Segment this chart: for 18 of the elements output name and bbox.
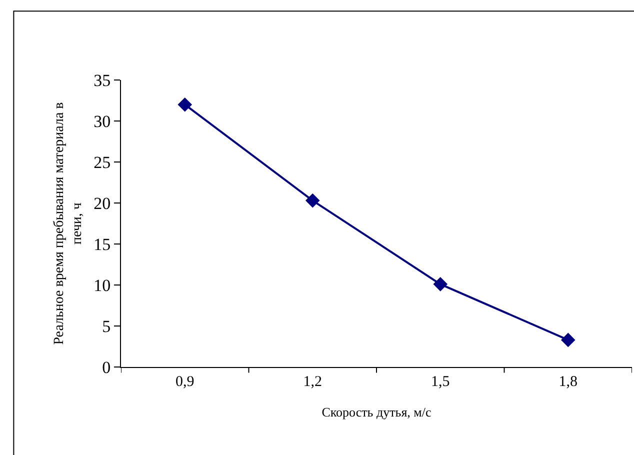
x-axis-title: Скорость дутья, м/с bbox=[322, 404, 432, 420]
point bbox=[560, 332, 576, 348]
y-tick-label: 10 bbox=[94, 276, 111, 295]
x-tick-label: 0,9 bbox=[176, 374, 194, 390]
y-tick-label: 20 bbox=[94, 194, 111, 213]
point bbox=[433, 277, 448, 292]
y-tick-label: 25 bbox=[94, 152, 111, 172]
y-axis-title: Реальное время пребывания материала в печи, ч bbox=[52, 102, 86, 345]
point bbox=[305, 193, 320, 208]
y-tick-label: 0 bbox=[102, 358, 111, 377]
x-tick-label: 1,2 bbox=[303, 374, 322, 390]
point bbox=[178, 97, 192, 112]
x-tick-label: 1,8 bbox=[558, 374, 578, 390]
y-tick-label: 30 bbox=[94, 112, 111, 131]
y-tick-label: 15 bbox=[94, 234, 111, 254]
y-tick-label: 5 bbox=[102, 316, 111, 336]
x-tick-label: 1,5 bbox=[431, 374, 450, 390]
y-tick-label: 35 bbox=[94, 70, 111, 90]
